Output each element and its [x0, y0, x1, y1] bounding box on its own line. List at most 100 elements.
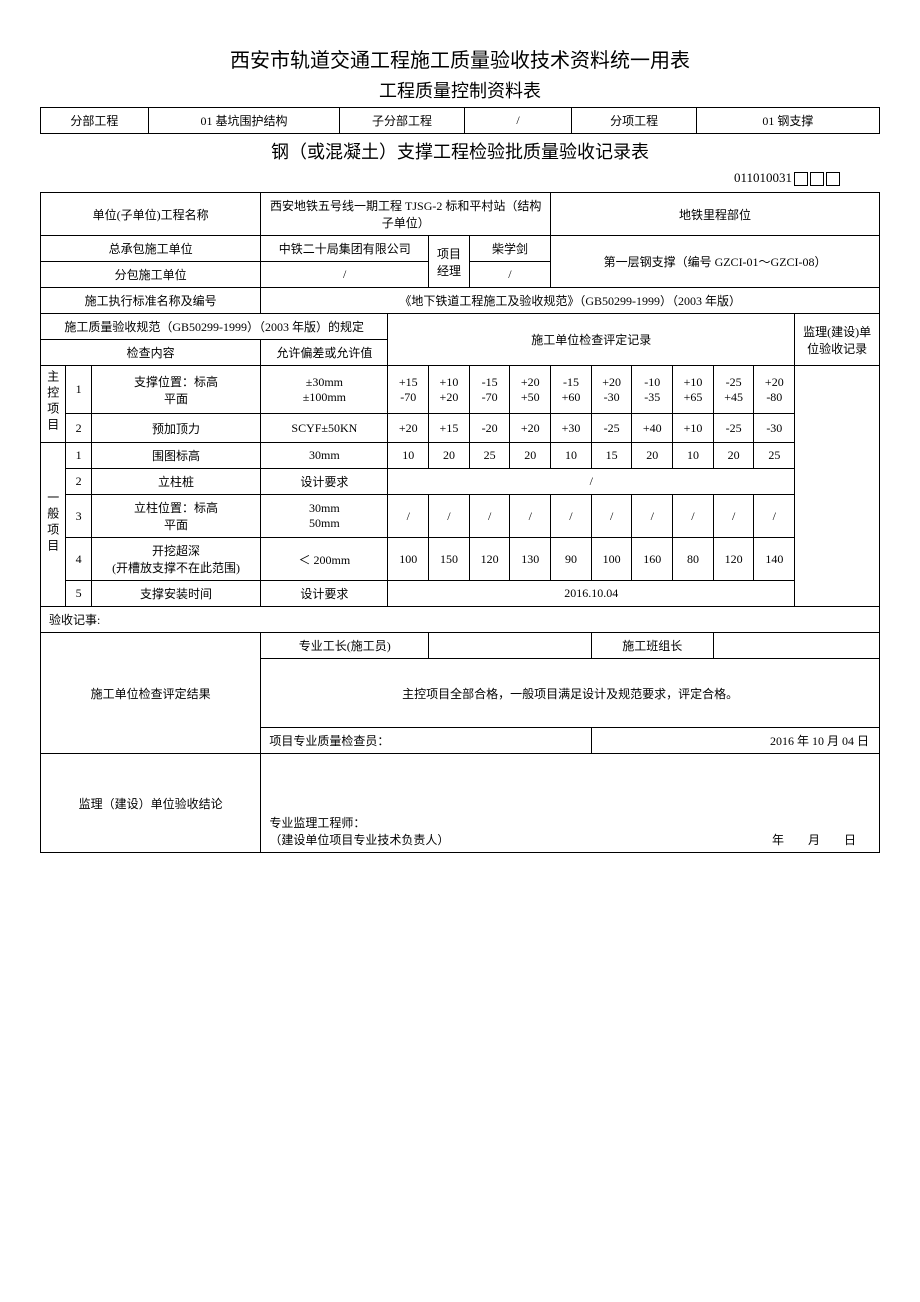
g4-item: 开挖超深(开槽放支撑不在此范围) — [91, 538, 261, 581]
m1-v0: +15-70 — [388, 366, 429, 414]
contractor-val: 中铁二十局集团有限公司 — [261, 236, 429, 262]
result-label: 施工单位检查评定结果 — [41, 633, 261, 754]
hdr-col2-val: / — [464, 108, 572, 134]
unit-project-label: 单位(子单位)工程名称 — [41, 193, 261, 236]
g4-v2: 120 — [469, 538, 510, 581]
g3-v6: / — [632, 495, 673, 538]
m1-v2: -15-70 — [469, 366, 510, 414]
m1-v8: -25+45 — [713, 366, 754, 414]
hdr-col3-val: 01 钢支撑 — [696, 108, 879, 134]
g4-tol: ＜ 200mm — [261, 538, 388, 581]
team-label: 施工班组长 — [591, 633, 713, 659]
spec-label: 施工质量验收规范（GB50299-1999）（2003 年版）的规定 — [41, 314, 388, 340]
m2-v7: +10 — [673, 414, 714, 443]
g4-v4: 90 — [551, 538, 592, 581]
g4-v6: 160 — [632, 538, 673, 581]
m1-item: 支撑位置：标高平面 — [91, 366, 261, 414]
section-general: 一般项目 — [41, 443, 66, 607]
g3-n: 3 — [66, 495, 91, 538]
conclusion-body: 专业监理工程师： （建设单位项目专业技术负责人） 年 月 日 — [261, 754, 880, 853]
sub-contractor-label: 分包施工单位 — [41, 262, 261, 288]
header-table: 分部工程 01 基坑围护结构 子分部工程 / 分项工程 01 钢支撑 — [40, 107, 880, 134]
m1-v3: +20+50 — [510, 366, 551, 414]
g4-v3: 130 — [510, 538, 551, 581]
g3-v3: / — [510, 495, 551, 538]
g3-v8: / — [713, 495, 754, 538]
m2-v8: -25 — [713, 414, 754, 443]
g3-tol: 30mm50mm — [261, 495, 388, 538]
hdr-col1-val: 01 基坑围护结构 — [148, 108, 340, 134]
g3-v7: / — [673, 495, 714, 538]
g4-n: 4 — [66, 538, 91, 581]
g5-v: 2016.10.04 — [388, 581, 795, 607]
foreman-label: 专业工长(施工员) — [261, 633, 429, 659]
pm-label: 项目经理 — [429, 236, 470, 288]
m2-tol: SCYF±50KN — [261, 414, 388, 443]
foreman-val — [429, 633, 592, 659]
team-val — [713, 633, 879, 659]
date1: 2016 年 10 月 04 日 — [591, 728, 879, 754]
g4-v8: 120 — [713, 538, 754, 581]
main-table: 单位(子单位)工程名称 西安地铁五号线一期工程 TJSG-2 标和平村站（结构子… — [40, 192, 880, 853]
g5-tol: 设计要求 — [261, 581, 388, 607]
g3-v0: / — [388, 495, 429, 538]
g1-v1: 20 — [429, 443, 470, 469]
g1-v9: 25 — [754, 443, 795, 469]
m2-v1: +15 — [429, 414, 470, 443]
form-id-text: 011010031 — [734, 170, 792, 185]
section-main: 主控项目 — [41, 366, 66, 443]
g2-item: 立柱桩 — [91, 469, 261, 495]
m1-v4: -15+60 — [551, 366, 592, 414]
m2-v5: -25 — [591, 414, 632, 443]
form-id-row: 011010031 — [40, 170, 840, 186]
m2-v6: +40 — [632, 414, 673, 443]
supervisor-label: 监理(建设)单位验收记录 — [795, 314, 880, 366]
m2-n: 2 — [66, 414, 91, 443]
g2-v: / — [388, 469, 795, 495]
unit-check-label: 施工单位检查评定记录 — [388, 314, 795, 366]
hdr-col2-label: 子分部工程 — [340, 108, 464, 134]
g3-v1: / — [429, 495, 470, 538]
contractor-label: 总承包施工单位 — [41, 236, 261, 262]
inspector-label: 项目专业质量检查员： — [261, 728, 591, 754]
g4-v9: 140 — [754, 538, 795, 581]
m2-v0: +20 — [388, 414, 429, 443]
g1-v0: 10 — [388, 443, 429, 469]
m2-v4: +30 — [551, 414, 592, 443]
g4-v1: 150 — [429, 538, 470, 581]
m2-v3: +20 — [510, 414, 551, 443]
m1-tol: ±30mm±100mm — [261, 366, 388, 414]
hdr-col1-label: 分部工程 — [41, 108, 149, 134]
hdr-col3-label: 分项工程 — [572, 108, 696, 134]
g1-n: 1 — [66, 443, 91, 469]
check-content-label: 检查内容 — [41, 340, 261, 366]
g1-v7: 10 — [673, 443, 714, 469]
g1-v5: 15 — [591, 443, 632, 469]
g1-v8: 20 — [713, 443, 754, 469]
result-text: 主控项目全部合格，一般项目满足设计及规范要求，评定合格。 — [261, 659, 880, 728]
standard-label: 施工执行标准名称及编号 — [41, 288, 261, 314]
g5-item: 支撑安装时间 — [91, 581, 261, 607]
m2-item: 预加顶力 — [91, 414, 261, 443]
pm-val1: 柴学剑 — [469, 236, 550, 262]
m2-v9: -30 — [754, 414, 795, 443]
sub-title: 工程质量控制资料表 — [40, 77, 880, 103]
layer-val: 第一层钢支撑（编号 GZCI-01～GZCI-08） — [551, 236, 880, 288]
g1-tol: 30mm — [261, 443, 388, 469]
g1-v6: 20 — [632, 443, 673, 469]
standard-val: 《地下铁道工程施工及验收规范》（GB50299-1999）（2003 年版） — [261, 288, 880, 314]
g4-v0: 100 — [388, 538, 429, 581]
tolerance-label: 允许偏差或允许值 — [261, 340, 388, 366]
g5-n: 5 — [66, 581, 91, 607]
m2-v2: -20 — [469, 414, 510, 443]
g1-v4: 10 — [551, 443, 592, 469]
accept-notes: 验收记事: — [41, 607, 880, 633]
m1-v7: +10+65 — [673, 366, 714, 414]
form-title: 钢（或混凝土）支撑工程检验批质量验收记录表 — [40, 138, 880, 164]
g3-v4: / — [551, 495, 592, 538]
g3-v9: / — [754, 495, 795, 538]
main-title: 西安市轨道交通工程施工质量验收技术资料统一用表 — [40, 44, 880, 73]
g1-item: 围图标高 — [91, 443, 261, 469]
pm-val2: / — [469, 262, 550, 288]
g2-n: 2 — [66, 469, 91, 495]
